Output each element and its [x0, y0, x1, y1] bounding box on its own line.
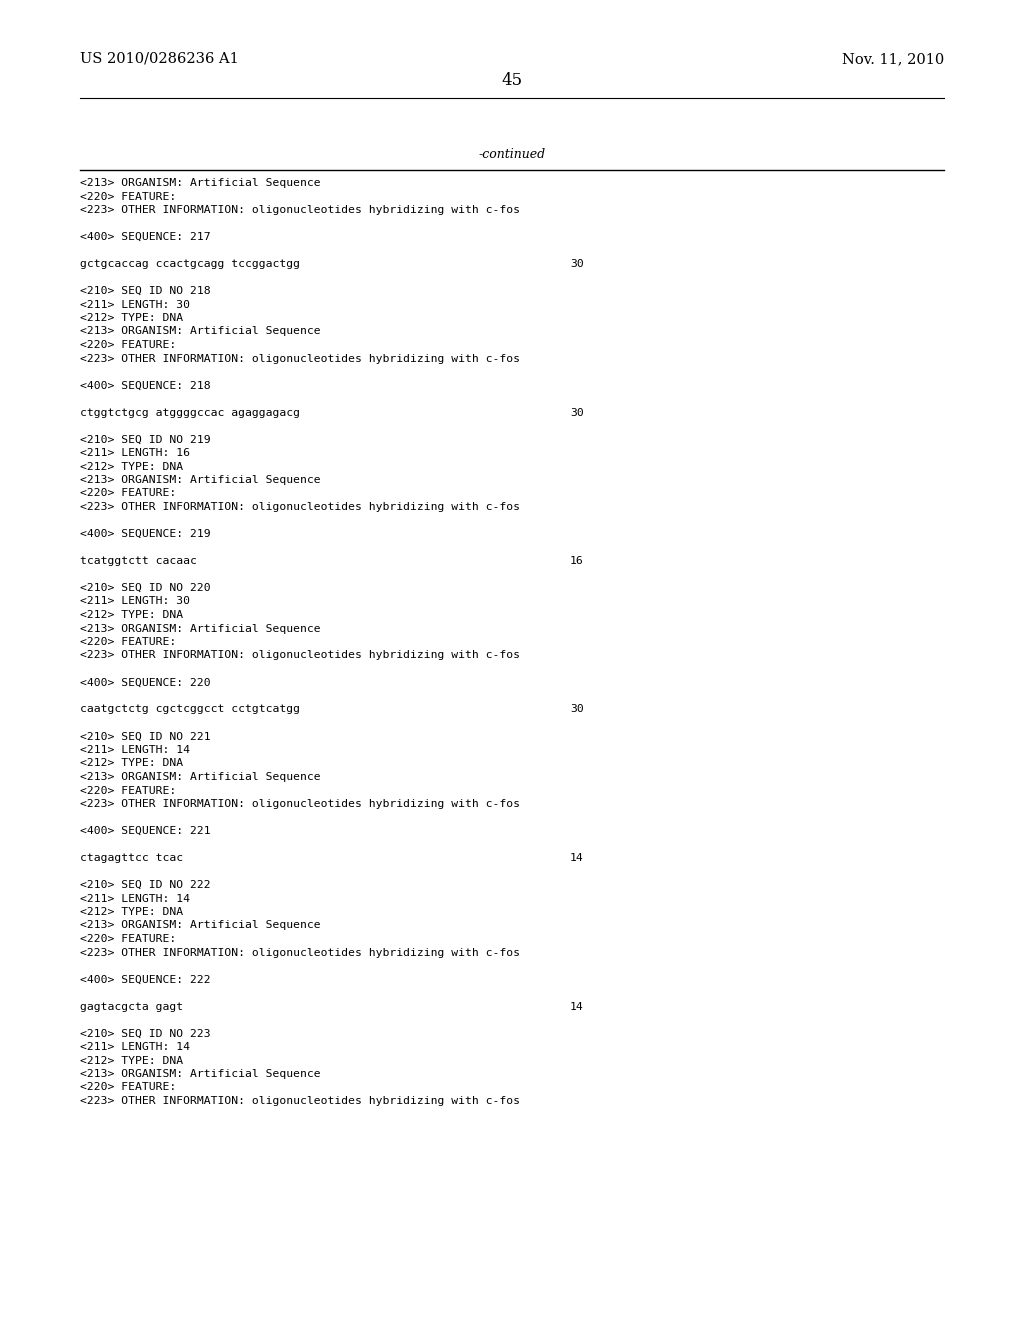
Text: 45: 45 [502, 73, 522, 88]
Text: <212> TYPE: DNA: <212> TYPE: DNA [80, 313, 183, 323]
Text: <211> LENGTH: 30: <211> LENGTH: 30 [80, 300, 190, 309]
Text: <220> FEATURE:: <220> FEATURE: [80, 785, 176, 796]
Text: <220> FEATURE:: <220> FEATURE: [80, 488, 176, 499]
Text: <400> SEQUENCE: 222: <400> SEQUENCE: 222 [80, 974, 211, 985]
Text: 14: 14 [570, 1002, 584, 1011]
Text: <400> SEQUENCE: 220: <400> SEQUENCE: 220 [80, 677, 211, 688]
Text: <223> OTHER INFORMATION: oligonucleotides hybridizing with c-fos: <223> OTHER INFORMATION: oligonucleotide… [80, 799, 520, 809]
Text: <210> SEQ ID NO 220: <210> SEQ ID NO 220 [80, 583, 211, 593]
Text: <212> TYPE: DNA: <212> TYPE: DNA [80, 759, 183, 768]
Text: gctgcaccag ccactgcagg tccggactgg: gctgcaccag ccactgcagg tccggactgg [80, 259, 300, 269]
Text: <400> SEQUENCE: 221: <400> SEQUENCE: 221 [80, 826, 211, 836]
Text: <223> OTHER INFORMATION: oligonucleotides hybridizing with c-fos: <223> OTHER INFORMATION: oligonucleotide… [80, 651, 520, 660]
Text: <213> ORGANISM: Artificial Sequence: <213> ORGANISM: Artificial Sequence [80, 772, 321, 781]
Text: <213> ORGANISM: Artificial Sequence: <213> ORGANISM: Artificial Sequence [80, 178, 321, 187]
Text: <213> ORGANISM: Artificial Sequence: <213> ORGANISM: Artificial Sequence [80, 1069, 321, 1078]
Text: <211> LENGTH: 14: <211> LENGTH: 14 [80, 1041, 190, 1052]
Text: <211> LENGTH: 14: <211> LENGTH: 14 [80, 744, 190, 755]
Text: ctggtctgcg atggggccac agaggagacg: ctggtctgcg atggggccac agaggagacg [80, 408, 300, 417]
Text: <210> SEQ ID NO 219: <210> SEQ ID NO 219 [80, 434, 211, 445]
Text: <210> SEQ ID NO 222: <210> SEQ ID NO 222 [80, 880, 211, 890]
Text: <220> FEATURE:: <220> FEATURE: [80, 341, 176, 350]
Text: <400> SEQUENCE: 217: <400> SEQUENCE: 217 [80, 232, 211, 242]
Text: <210> SEQ ID NO 223: <210> SEQ ID NO 223 [80, 1028, 211, 1039]
Text: <211> LENGTH: 16: <211> LENGTH: 16 [80, 447, 190, 458]
Text: US 2010/0286236 A1: US 2010/0286236 A1 [80, 51, 239, 66]
Text: <212> TYPE: DNA: <212> TYPE: DNA [80, 610, 183, 620]
Text: <213> ORGANISM: Artificial Sequence: <213> ORGANISM: Artificial Sequence [80, 623, 321, 634]
Text: 30: 30 [570, 705, 584, 714]
Text: <220> FEATURE:: <220> FEATURE: [80, 1082, 176, 1093]
Text: tcatggtctt cacaac: tcatggtctt cacaac [80, 556, 197, 566]
Text: <212> TYPE: DNA: <212> TYPE: DNA [80, 1056, 183, 1065]
Text: <223> OTHER INFORMATION: oligonucleotides hybridizing with c-fos: <223> OTHER INFORMATION: oligonucleotide… [80, 354, 520, 363]
Text: <220> FEATURE:: <220> FEATURE: [80, 191, 176, 202]
Text: <400> SEQUENCE: 218: <400> SEQUENCE: 218 [80, 380, 211, 391]
Text: 16: 16 [570, 556, 584, 566]
Text: Nov. 11, 2010: Nov. 11, 2010 [842, 51, 944, 66]
Text: <210> SEQ ID NO 221: <210> SEQ ID NO 221 [80, 731, 211, 742]
Text: <213> ORGANISM: Artificial Sequence: <213> ORGANISM: Artificial Sequence [80, 326, 321, 337]
Text: 30: 30 [570, 408, 584, 417]
Text: <213> ORGANISM: Artificial Sequence: <213> ORGANISM: Artificial Sequence [80, 920, 321, 931]
Text: caatgctctg cgctcggcct cctgtcatgg: caatgctctg cgctcggcct cctgtcatgg [80, 705, 300, 714]
Text: ctagagttcc tcac: ctagagttcc tcac [80, 853, 183, 863]
Text: <223> OTHER INFORMATION: oligonucleotides hybridizing with c-fos: <223> OTHER INFORMATION: oligonucleotide… [80, 948, 520, 957]
Text: <212> TYPE: DNA: <212> TYPE: DNA [80, 462, 183, 471]
Text: <223> OTHER INFORMATION: oligonucleotides hybridizing with c-fos: <223> OTHER INFORMATION: oligonucleotide… [80, 502, 520, 512]
Text: 30: 30 [570, 259, 584, 269]
Text: -continued: -continued [478, 148, 546, 161]
Text: <223> OTHER INFORMATION: oligonucleotides hybridizing with c-fos: <223> OTHER INFORMATION: oligonucleotide… [80, 1096, 520, 1106]
Text: <223> OTHER INFORMATION: oligonucleotides hybridizing with c-fos: <223> OTHER INFORMATION: oligonucleotide… [80, 205, 520, 215]
Text: <213> ORGANISM: Artificial Sequence: <213> ORGANISM: Artificial Sequence [80, 475, 321, 484]
Text: <211> LENGTH: 14: <211> LENGTH: 14 [80, 894, 190, 903]
Text: gagtacgcta gagt: gagtacgcta gagt [80, 1002, 183, 1011]
Text: <212> TYPE: DNA: <212> TYPE: DNA [80, 907, 183, 917]
Text: <220> FEATURE:: <220> FEATURE: [80, 935, 176, 944]
Text: <211> LENGTH: 30: <211> LENGTH: 30 [80, 597, 190, 606]
Text: <210> SEQ ID NO 218: <210> SEQ ID NO 218 [80, 286, 211, 296]
Text: <400> SEQUENCE: 219: <400> SEQUENCE: 219 [80, 529, 211, 539]
Text: <220> FEATURE:: <220> FEATURE: [80, 638, 176, 647]
Text: 14: 14 [570, 853, 584, 863]
